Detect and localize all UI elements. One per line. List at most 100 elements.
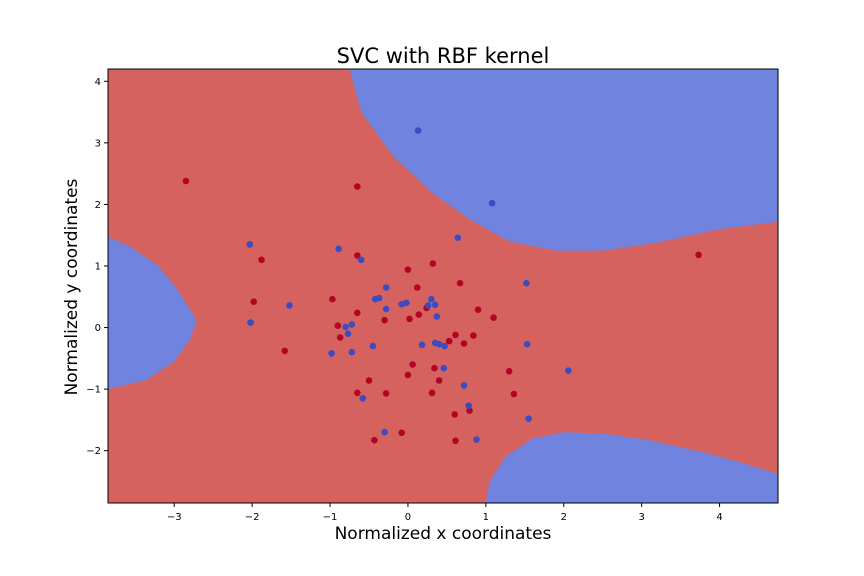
class-0-point: [329, 295, 336, 303]
x-tick-label: −3: [167, 512, 182, 523]
class-0-point: [414, 284, 421, 291]
x-axis-label: Normalized x coordinates: [335, 524, 552, 544]
class-0-point: [250, 298, 257, 306]
class-1-point: [348, 321, 356, 328]
class-1-point: [359, 395, 367, 402]
x-axis: −3 −2 −1 0 1 2 3 4: [167, 503, 723, 523]
class-1-point: [525, 415, 532, 423]
class-1-point: [328, 350, 335, 357]
class-0-point: [382, 390, 390, 397]
class-0-point: [415, 311, 423, 318]
y-tick-label: 0: [95, 323, 101, 334]
y-tick-label: 1: [95, 261, 101, 272]
class-1-point: [369, 342, 377, 350]
class-1-point: [342, 323, 349, 331]
class-1-point: [418, 341, 426, 349]
class-0-point: [404, 266, 412, 274]
class-1-point: [454, 234, 462, 241]
class-1-decision-region: [108, 236, 197, 390]
x-tick-label: 1: [483, 512, 489, 523]
class-0-point: [451, 411, 459, 418]
y-axis-label: Normalized y coordinates: [62, 178, 82, 395]
class-0-point: [381, 316, 388, 324]
class-0-point: [474, 306, 482, 314]
class-1-point: [428, 295, 435, 303]
class-0-point: [354, 389, 361, 397]
class-0-point: [695, 251, 702, 259]
class-0-point: [336, 334, 344, 341]
class-0-point: [452, 331, 459, 339]
class-1-point: [403, 299, 410, 307]
class-0-point: [505, 368, 513, 375]
y-tick-label: 3: [95, 138, 101, 149]
class-1-point: [433, 313, 441, 320]
class-1-point: [382, 305, 390, 313]
class-0-point: [371, 436, 378, 444]
class-0-point: [365, 377, 373, 384]
class-1-point: [424, 302, 432, 309]
class-0-point: [490, 314, 497, 322]
class-1-point: [335, 245, 342, 253]
x-tick-label: 2: [561, 512, 567, 523]
chart-title: SVC with RBF kernel: [337, 44, 550, 68]
plot-area: [107, 68, 779, 504]
class-0-point: [334, 322, 342, 330]
x-tick-label: −1: [323, 512, 338, 523]
class-0-point: [398, 429, 406, 437]
class-1-decision-region: [349, 69, 778, 251]
y-tick-label: 4: [95, 77, 101, 88]
class-1-point: [465, 402, 473, 410]
class-0-point: [452, 437, 459, 445]
class-1-point: [440, 364, 448, 372]
y-tick-label: 2: [95, 200, 101, 211]
class-0-point: [354, 309, 361, 317]
class-1-point: [286, 302, 293, 309]
class-1-point: [441, 342, 448, 350]
class-1-point: [357, 256, 365, 264]
class-1-point: [460, 382, 468, 389]
class-1-point: [473, 436, 480, 443]
class-0-point: [258, 256, 265, 264]
class-0-point: [456, 279, 464, 287]
x-tick-label: 3: [638, 512, 644, 523]
class-0-point: [182, 177, 190, 185]
class-0-point: [354, 183, 361, 190]
x-tick-label: 4: [716, 512, 722, 523]
y-axis: −2 −1 0 1 2 3 4: [86, 77, 108, 457]
class-0-point: [435, 377, 443, 384]
class-1-point: [435, 340, 443, 348]
y-tick-label: −1: [86, 385, 101, 396]
class-1-point: [247, 319, 254, 326]
class-0-point: [510, 390, 518, 398]
class-1-point: [523, 340, 531, 348]
class-0-point: [445, 337, 453, 345]
class-0-point: [466, 407, 473, 415]
class-1-point: [382, 284, 390, 291]
x-tick-label: −2: [245, 512, 260, 523]
class-1-point: [381, 428, 388, 436]
class-1-decision-region: [485, 432, 778, 503]
class-1-point: [348, 348, 356, 356]
class-1-point: [375, 294, 383, 302]
class-1-point: [488, 199, 496, 207]
class-1-point: [523, 279, 530, 287]
class-0-point: [281, 347, 289, 355]
y-tick-label: −2: [86, 446, 101, 457]
class-0-point: [431, 364, 438, 372]
class-0-point: [404, 371, 412, 379]
class-0-point: [409, 361, 416, 368]
class-1-point: [246, 241, 254, 248]
class-1-point: [344, 330, 352, 338]
class-1-point: [565, 367, 572, 374]
x-tick-label: 0: [405, 512, 411, 523]
class-0-point: [354, 252, 361, 259]
class-1-point: [431, 301, 439, 309]
class-0-point: [470, 332, 477, 339]
class-0-point: [460, 340, 468, 347]
plot-frame: [107, 68, 779, 504]
class-0-point: [429, 260, 437, 267]
class-1-point: [414, 127, 422, 134]
class-0-point: [428, 389, 436, 397]
class-0-point: [406, 315, 413, 323]
